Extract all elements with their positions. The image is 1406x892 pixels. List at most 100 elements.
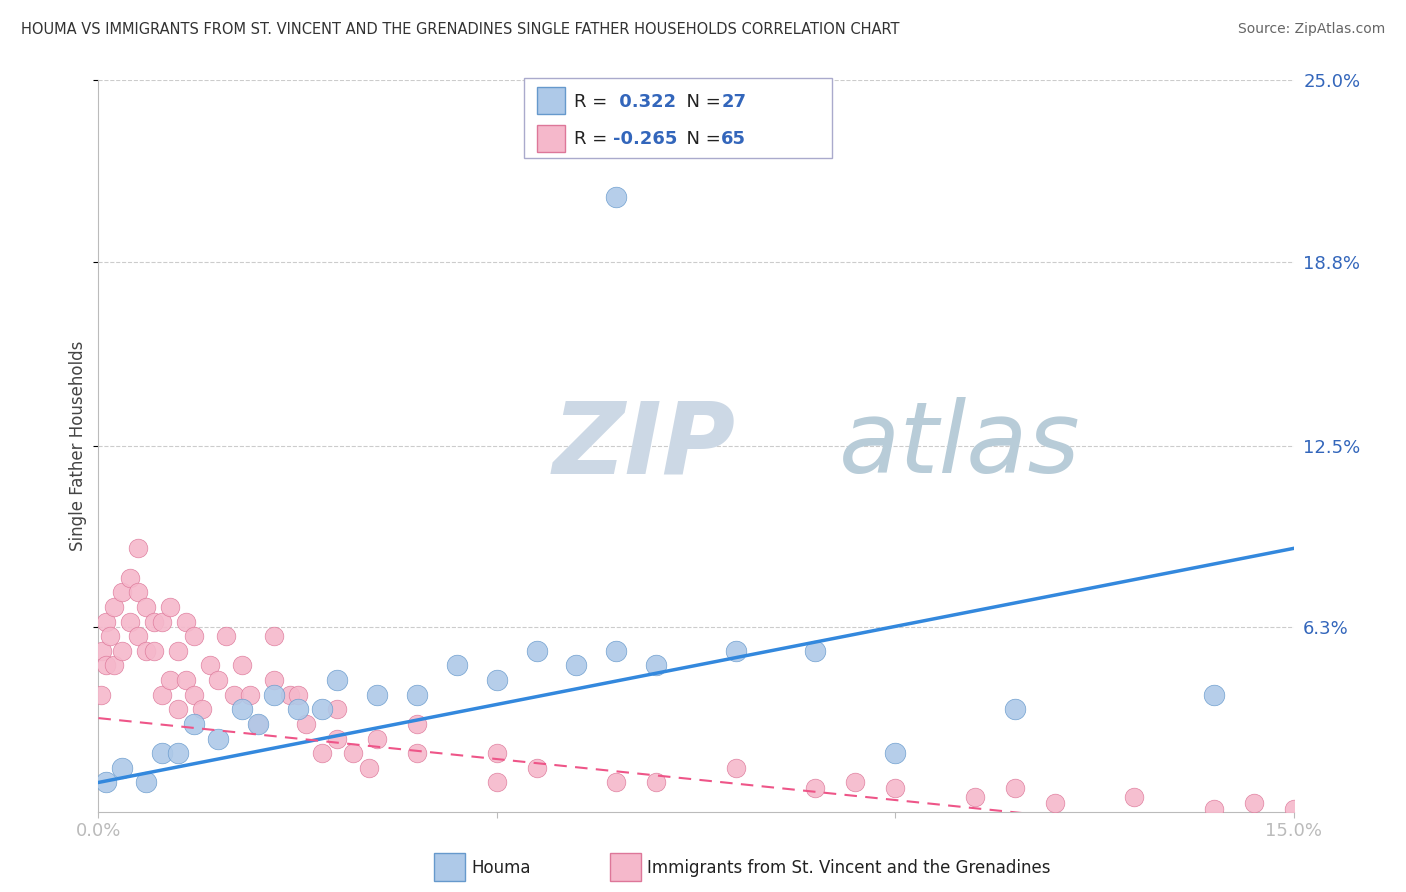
Point [143,644,166,658]
Point [207,731,229,746]
Point [246,717,269,731]
Point [526,644,548,658]
Text: R =: R = [574,93,613,111]
Point [1123,790,1146,805]
Point [446,658,468,673]
Point [406,746,429,760]
Point [366,688,388,702]
Point [90,688,112,702]
Point [222,688,245,702]
Point [605,775,627,789]
Point [326,731,349,746]
Point [1202,688,1225,702]
Point [278,688,301,702]
Point [1202,802,1225,816]
Point [111,644,134,658]
Text: Source: ZipAtlas.com: Source: ZipAtlas.com [1237,22,1385,37]
Point [406,717,429,731]
Text: HOUMA VS IMMIGRANTS FROM ST. VINCENT AND THE GRENADINES SINGLE FATHER HOUSEHOLDS: HOUMA VS IMMIGRANTS FROM ST. VINCENT AND… [21,22,900,37]
Text: -0.265: -0.265 [613,130,678,148]
Point [183,629,205,643]
Text: N =: N = [675,93,727,111]
Point [804,644,827,658]
Point [884,746,907,760]
Text: Houma: Houma [471,859,530,877]
Text: Immigrants from St. Vincent and the Grenadines: Immigrants from St. Vincent and the Gren… [647,859,1050,877]
Point [526,761,548,775]
Text: atlas: atlas [839,398,1081,494]
Point [150,746,173,760]
Point [1282,802,1305,816]
Point [207,673,229,687]
Point [294,717,316,731]
Point [191,702,214,716]
Point [1004,702,1026,716]
Point [150,615,173,629]
Point [96,615,118,629]
Point [326,673,349,687]
Point [167,746,190,760]
Point [326,702,349,716]
Point [724,761,747,775]
Point [120,571,142,585]
Point [91,644,114,658]
Point [198,658,221,673]
Point [605,644,627,658]
Text: R =: R = [574,130,613,148]
Point [485,673,508,687]
Point [1004,781,1026,796]
Point [231,702,253,716]
Point [231,658,253,673]
Point [127,541,149,556]
Text: N =: N = [675,130,727,148]
Point [159,599,181,614]
Point [183,717,205,731]
Point [485,775,508,789]
Point [183,688,205,702]
Text: ZIP: ZIP [553,398,735,494]
Point [565,658,588,673]
Point [135,775,157,789]
Point [263,673,285,687]
Point [215,629,238,643]
Point [150,688,173,702]
Point [287,688,309,702]
Point [103,599,125,614]
Point [120,615,142,629]
Point [804,781,827,796]
Point [127,629,149,643]
Text: 65: 65 [721,130,747,148]
Point [159,673,181,687]
Point [239,688,262,702]
Point [111,761,134,775]
Point [1243,796,1265,810]
Point [96,658,118,673]
Point [605,190,627,204]
Point [963,790,986,805]
Point [246,717,269,731]
Point [311,746,333,760]
Text: 27: 27 [721,93,747,111]
Point [645,658,668,673]
Point [342,746,364,760]
Point [406,688,429,702]
Point [884,781,907,796]
Point [263,688,285,702]
Point [287,702,309,716]
Point [167,702,190,716]
Point [366,731,388,746]
Point [311,702,333,716]
Point [127,585,149,599]
Point [135,644,157,658]
Point [103,658,125,673]
Point [844,775,866,789]
Point [96,775,118,789]
Point [485,746,508,760]
Point [98,629,122,643]
Point [111,585,134,599]
Point [174,673,197,687]
Y-axis label: Single Father Households: Single Father Households [69,341,87,551]
Point [263,629,285,643]
Point [1043,796,1066,810]
Point [174,615,197,629]
